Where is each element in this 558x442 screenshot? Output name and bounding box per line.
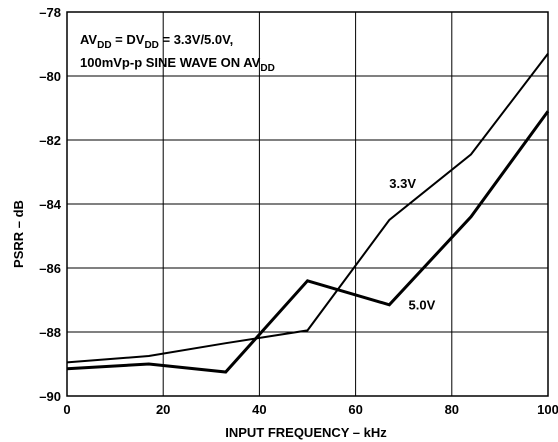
y-tick-label: –90 [39,389,61,404]
series-label: 5.0V [409,298,436,313]
series-label: 3.3V [389,176,416,191]
x-tick-label: 20 [156,402,170,417]
y-axis-title: PSRR – dB [11,200,26,268]
plot-frame [66,11,549,397]
x-tick-label: 40 [252,402,266,417]
chart-grid [67,12,548,396]
series-line-5-0v [66,110,550,374]
y-tick-label: –86 [39,261,61,276]
y-tick-label: –84 [39,197,61,212]
series-labels: 3.3V 5.0V [389,176,435,313]
series-layer [66,52,550,374]
x-axis-title: INPUT FREQUENCY – kHz [225,425,387,440]
x-tick-label: 80 [445,402,459,417]
x-tick-label: 100 [537,402,558,417]
y-tick-label: –82 [39,133,61,148]
annotation-line-1: AVDD = DVDD = 3.3V/5.0V, [80,32,233,51]
x-tick-label: 60 [348,402,362,417]
y-tick-labels: –78 –80 –82 –84 –86 –88 –90 [39,5,61,404]
x-tick-label: 0 [63,402,70,417]
annotation-line-2: 100mVp-p SINE WAVE ON AVDD [80,55,275,74]
y-tick-label: –78 [39,5,61,20]
x-tick-labels: 0 20 40 60 80 100 [63,402,558,417]
series-line-3-3v [66,52,549,364]
y-tick-label: –80 [39,69,61,84]
y-tick-label: –88 [39,325,61,340]
